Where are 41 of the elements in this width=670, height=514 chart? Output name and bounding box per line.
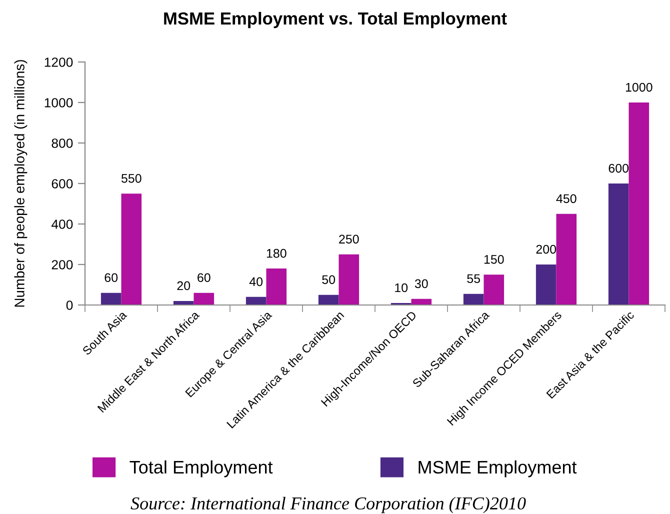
data-label: 60 <box>198 273 210 282</box>
source-note: Source: International Finance Corporation (IFC)2010 <box>130 496 526 514</box>
data-label: 180 <box>266 248 286 258</box>
data-label: 1000 <box>626 82 652 92</box>
y-tick-label: 200 <box>52 260 73 270</box>
bar <box>484 274 504 305</box>
data-label: 200 <box>536 244 556 254</box>
data-label: 250 <box>339 234 359 244</box>
data-label: 60 <box>104 273 118 282</box>
data-label: 30 <box>414 279 428 288</box>
chart-title: MSME Employment vs. Total Employment <box>164 12 507 28</box>
data-label: 55 <box>467 274 480 284</box>
y-tick-label: 1200 <box>44 58 73 67</box>
bar <box>121 194 142 305</box>
data-label: 550 <box>121 174 142 183</box>
bar <box>556 214 577 305</box>
data-label: 10 <box>395 283 408 292</box>
bar <box>194 292 214 305</box>
y-tick-label: 1000 <box>44 98 73 108</box>
bar <box>608 184 629 305</box>
data-label: 50 <box>322 275 336 284</box>
y-tick-label: 0 <box>66 300 73 310</box>
bar <box>100 292 122 305</box>
bar <box>266 268 287 305</box>
y-tick-label: 600 <box>52 179 73 188</box>
legend-label: MSME Employment <box>418 460 577 478</box>
bar <box>536 264 556 305</box>
y-tick-label: 800 <box>52 138 73 148</box>
data-label: 20 <box>177 281 190 290</box>
y-tick-label: 400 <box>51 220 73 229</box>
bar <box>628 102 650 305</box>
bar <box>463 294 484 305</box>
bar <box>338 254 360 305</box>
bar <box>318 294 339 305</box>
bar <box>246 296 266 305</box>
data-label: 600 <box>608 164 629 173</box>
legend-label: Total Employment <box>130 460 273 478</box>
data-label: 450 <box>556 194 576 204</box>
y-axis-title: Number of people employed (in millions) <box>14 60 28 307</box>
data-label: 40 <box>249 277 263 286</box>
data-label: 150 <box>484 254 504 264</box>
